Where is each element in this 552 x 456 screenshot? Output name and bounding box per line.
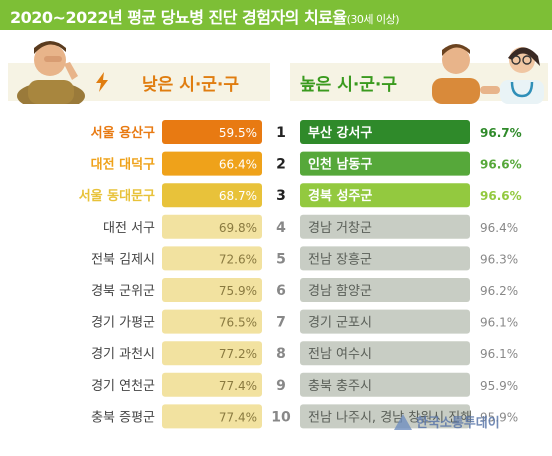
high-value-label: 96.1% — [480, 347, 518, 361]
header-bar: 2020~2022년 평균 당뇨병 진단 경험자의 치료율(30세 이상) — [0, 0, 552, 30]
low-region-label: 경기 가평군 — [91, 316, 155, 331]
high-bar — [300, 183, 470, 208]
high-value-label: 96.6% — [480, 189, 522, 203]
low-region-label: 경기 연천군 — [91, 379, 155, 394]
high-value-label: 96.1% — [480, 316, 518, 330]
low-region-label: 충북 증평군 — [91, 410, 155, 425]
high-bar — [300, 278, 470, 302]
low-region-label: 전북 김제시 — [91, 252, 155, 267]
high-bar — [300, 151, 470, 176]
high-value-label: 96.4% — [480, 221, 518, 235]
low-value-label: 77.4% — [219, 379, 257, 393]
low-value-label: 77.4% — [219, 410, 257, 424]
low-value-label: 59.5% — [219, 126, 257, 140]
low-value-label: 69.8% — [219, 221, 257, 235]
high-region-label: 경기 군포시 — [308, 316, 372, 331]
title-subtitle: (30세 이상) — [346, 13, 400, 26]
low-bar — [162, 214, 262, 239]
low-bar — [162, 246, 262, 271]
bolt-icon — [96, 72, 108, 92]
rank-number: 7 — [276, 315, 286, 331]
page-title: 2020~2022년 평균 당뇨병 진단 경험자의 치료율(30세 이상) — [10, 4, 400, 28]
low-regions-label: 낮은 시·군·구 — [142, 75, 240, 95]
low-bar — [162, 278, 262, 302]
high-region-label: 충북 충주시 — [308, 379, 372, 394]
low-value-label: 77.2% — [219, 347, 257, 361]
low-value-label: 66.4% — [219, 158, 257, 172]
high-value-label: 96.2% — [480, 284, 518, 298]
low-region-label: 경기 과천시 — [91, 347, 155, 362]
low-value-label: 72.6% — [219, 252, 257, 266]
high-region-label: 전남 여수시 — [308, 347, 372, 362]
rank-number: 4 — [276, 220, 286, 236]
rank-number: 3 — [276, 188, 286, 204]
high-value-label: 95.9% — [480, 379, 518, 393]
rank-number: 10 — [271, 409, 291, 425]
low-bar — [162, 341, 262, 366]
doctor-patient-illustration — [432, 44, 544, 104]
high-region-label: 경남 거창군 — [308, 221, 372, 236]
watermark-logo-icon — [394, 414, 412, 430]
high-value-label: 96.6% — [480, 158, 522, 172]
rank-number: 8 — [276, 346, 286, 362]
high-bar — [300, 309, 470, 334]
low-value-label: 68.7% — [219, 189, 257, 203]
low-bar — [162, 309, 262, 334]
low-bar — [162, 404, 262, 429]
rank-number: 6 — [276, 283, 286, 299]
watermark-text: 한국소통투데이 — [416, 416, 500, 431]
low-bar — [162, 183, 262, 208]
high-bar — [300, 341, 470, 366]
low-value-label: 76.5% — [219, 316, 257, 330]
high-value-label: 96.7% — [480, 126, 522, 140]
high-value-label: 95.9% — [480, 410, 518, 424]
low-bar — [162, 151, 262, 176]
high-bar — [300, 214, 470, 239]
low-region-label: 대전 대덕구 — [91, 157, 155, 173]
rank-number: 2 — [276, 157, 286, 173]
high-bar — [300, 246, 470, 271]
low-region-label: 경북 군위군 — [91, 284, 155, 299]
high-regions-label: 높은 시·군·구 — [300, 75, 398, 95]
title-text: 2020~2022년 평균 당뇨병 진단 경험자의 치료율 — [10, 8, 347, 27]
low-bar — [162, 120, 262, 144]
high-region-label: 전남 장흥군 — [308, 252, 372, 267]
low-region-label: 서울 용산구 — [91, 125, 155, 141]
rank-number: 5 — [276, 251, 286, 267]
high-region-label: 인천 남동구 — [308, 157, 372, 173]
high-region-label: 경북 성주군 — [308, 188, 372, 204]
rank-number: 9 — [276, 378, 286, 394]
high-bar — [300, 120, 470, 144]
low-value-label: 75.9% — [219, 284, 257, 298]
tired-person-illustration — [17, 41, 85, 104]
low-region-label: 대전 서구 — [103, 221, 155, 236]
low-region-label: 서울 동대문구 — [79, 188, 155, 204]
high-value-label: 96.3% — [480, 252, 518, 266]
high-bar — [300, 372, 470, 397]
rank-number: 1 — [276, 125, 286, 141]
high-region-label: 전남 나주시, 경남 창원시 진해 — [308, 410, 472, 425]
high-region-label: 부산 강서구 — [308, 125, 372, 141]
low-bar — [162, 372, 262, 397]
high-region-label: 경남 함양군 — [308, 284, 372, 299]
high-bar — [300, 404, 470, 429]
